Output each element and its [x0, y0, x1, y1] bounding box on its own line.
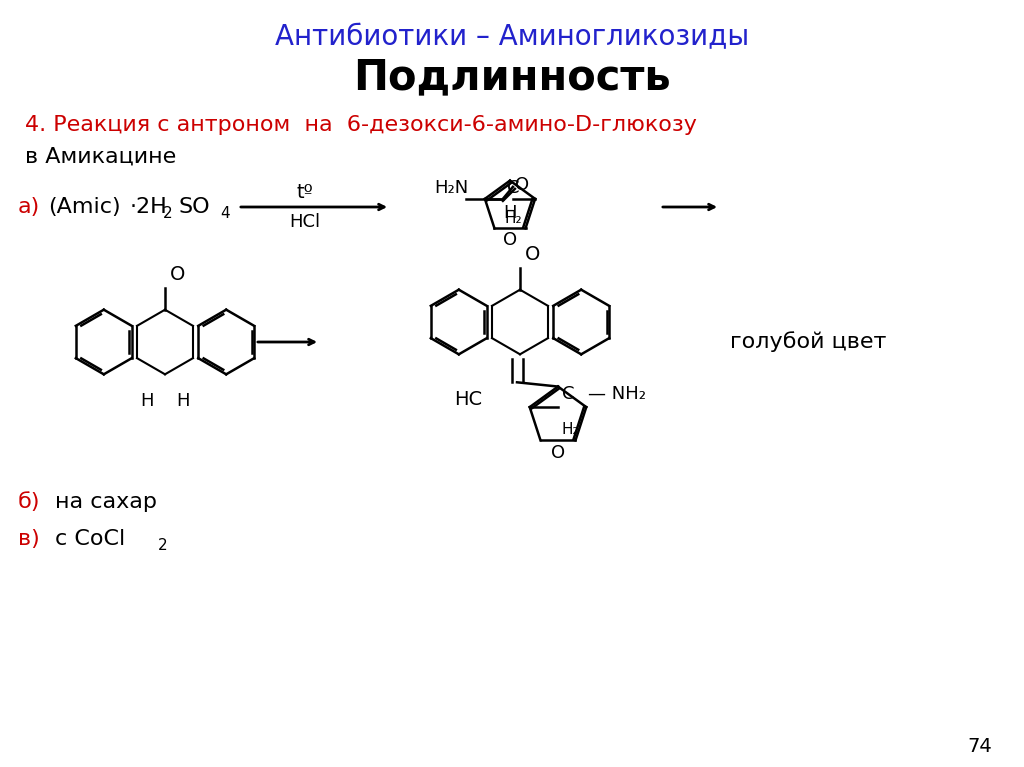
Text: 2: 2	[163, 206, 173, 222]
Text: 2: 2	[158, 538, 168, 554]
Text: Антибиотики – Аминогликозиды: Антибиотики – Аминогликозиды	[274, 23, 750, 51]
Text: tº: tº	[297, 183, 313, 202]
Text: Подлинность: Подлинность	[353, 56, 671, 98]
Text: в Амикацине: в Амикацине	[25, 147, 176, 167]
Text: SO: SO	[178, 197, 210, 217]
Text: с CoCl: с CoCl	[55, 529, 125, 549]
Text: O: O	[551, 444, 565, 463]
Text: в): в)	[18, 529, 40, 549]
Text: голубой цвет: голубой цвет	[730, 331, 887, 352]
Text: C: C	[562, 385, 574, 403]
Text: HCl: HCl	[290, 213, 321, 231]
Text: H: H	[140, 392, 154, 410]
Text: 4. Реакция с антроном  на  6-дезокси-6-амино-D-глюкозу: 4. Реакция с антроном на 6-дезокси-6-ами…	[25, 115, 697, 135]
Text: C: C	[507, 179, 519, 197]
Text: на сахар: на сахар	[55, 492, 157, 512]
Text: — NH₂: — NH₂	[588, 385, 646, 403]
Text: H₂: H₂	[504, 211, 522, 225]
Text: а): а)	[18, 197, 40, 217]
Text: O: O	[503, 232, 517, 249]
Text: ·2H: ·2H	[130, 197, 168, 217]
Text: H₂N: H₂N	[434, 179, 468, 197]
Text: (Amic): (Amic)	[48, 197, 121, 217]
Text: HC: HC	[454, 390, 482, 410]
Text: 4: 4	[220, 206, 229, 222]
Text: H₂: H₂	[562, 422, 580, 437]
Text: б): б)	[18, 492, 41, 512]
Text: H: H	[503, 204, 516, 222]
Text: O: O	[170, 265, 185, 284]
Text: H: H	[176, 392, 189, 410]
Text: 74: 74	[968, 738, 992, 756]
Text: O: O	[525, 245, 541, 264]
Text: O: O	[515, 176, 529, 194]
